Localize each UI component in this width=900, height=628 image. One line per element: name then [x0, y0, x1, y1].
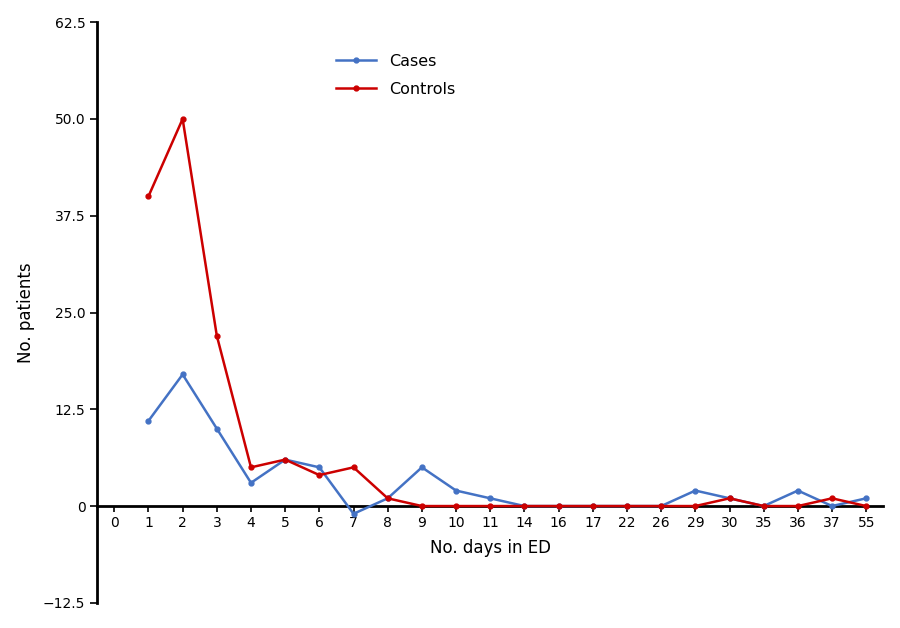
Controls: [827, 494, 838, 502]
Cases: [417, 463, 428, 471]
Cases: [554, 502, 564, 510]
Controls: [724, 494, 735, 502]
Controls: [793, 502, 804, 510]
Cases: [280, 456, 291, 463]
Cases: [212, 425, 222, 433]
Controls: [177, 115, 188, 122]
Cases: [246, 479, 256, 487]
Cases: [519, 502, 530, 510]
Cases: [485, 494, 496, 502]
Cases: [382, 494, 393, 502]
Cases: [793, 487, 804, 494]
Cases: [588, 502, 598, 510]
Cases: [143, 417, 154, 425]
Cases: [860, 494, 871, 502]
Controls: [519, 502, 530, 510]
Cases: [177, 371, 188, 378]
Controls: [143, 193, 154, 200]
Controls: [417, 502, 428, 510]
Cases: [451, 487, 462, 494]
Controls: [212, 332, 222, 340]
Y-axis label: No. patients: No. patients: [17, 262, 35, 363]
Cases: [759, 502, 769, 510]
Cases: [690, 487, 701, 494]
Controls: [280, 456, 291, 463]
Controls: [690, 502, 701, 510]
Cases: [656, 502, 667, 510]
Controls: [485, 502, 496, 510]
Controls: [860, 502, 871, 510]
Line: Cases: Cases: [146, 372, 868, 516]
X-axis label: No. days in ED: No. days in ED: [430, 539, 551, 557]
Controls: [588, 502, 598, 510]
Controls: [554, 502, 564, 510]
Cases: [314, 463, 325, 471]
Controls: [656, 502, 667, 510]
Controls: [622, 502, 633, 510]
Cases: [827, 502, 838, 510]
Cases: [622, 502, 633, 510]
Line: Controls: Controls: [146, 117, 868, 509]
Controls: [314, 472, 325, 479]
Controls: [348, 463, 359, 471]
Legend: Cases, Controls: Cases, Controls: [330, 48, 462, 103]
Controls: [451, 502, 462, 510]
Cases: [724, 494, 735, 502]
Controls: [246, 463, 256, 471]
Controls: [382, 494, 393, 502]
Cases: [348, 510, 359, 517]
Controls: [759, 502, 769, 510]
